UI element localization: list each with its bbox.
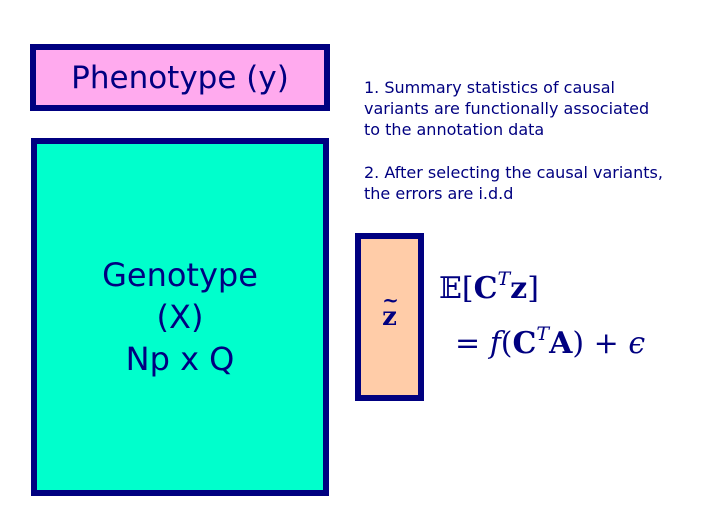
eq2-transpose: T <box>536 323 550 345</box>
z-tilde-symbol: ~ z <box>382 288 399 332</box>
z-vector-box: ~ z <box>355 233 424 401</box>
eq2-matrix-c: C <box>512 326 537 361</box>
equation-line-2: = f(CTA) + ϵ <box>455 323 645 361</box>
z-letter: z <box>382 302 397 332</box>
note-1-line-3: to the annotation data <box>364 120 545 139</box>
eq1-matrix-c: C <box>473 271 498 306</box>
genotype-box: Genotype (X) Np x Q <box>31 138 329 496</box>
eq2-plus: + <box>593 326 619 361</box>
note-errors: 2. After selecting the causal variants, … <box>364 162 709 204</box>
note-summary-statistics: 1. Summary statistics of causal variants… <box>364 77 704 140</box>
eq1-close-bracket: ] <box>527 271 539 306</box>
eq1-vector-z: z <box>510 271 528 306</box>
eq2-matrix-a: A <box>549 326 573 361</box>
eq1-transpose: T <box>497 268 511 290</box>
eq1-open-bracket: [ <box>461 271 474 306</box>
note-1-line-1: 1. Summary statistics of causal <box>364 78 615 97</box>
z-tilde-accent: ~ <box>382 288 399 312</box>
note-2-line-1: 2. After selecting the causal variants, <box>364 163 663 182</box>
expectation-symbol: 𝔼 <box>439 271 462 306</box>
genotype-dimensions: Np x Q <box>125 340 235 378</box>
note-2-line-2: the errors are i.d.d <box>364 184 514 203</box>
eq2-equals: = <box>455 326 481 361</box>
genotype-variable: (X) <box>156 298 204 336</box>
eq2-epsilon: ϵ <box>628 326 646 361</box>
eq2-open-paren: ( <box>500 326 513 361</box>
eq2-function-f: f <box>489 326 501 361</box>
genotype-label: Genotype <box>102 256 258 294</box>
eq2-close-paren: ) <box>572 326 585 361</box>
equation-line-1: 𝔼[CTz] <box>439 268 539 306</box>
phenotype-box: Phenotype (y) <box>30 44 330 111</box>
phenotype-label: Phenotype (y) <box>71 59 289 96</box>
note-1-line-2: variants are functionally associated <box>364 99 650 118</box>
